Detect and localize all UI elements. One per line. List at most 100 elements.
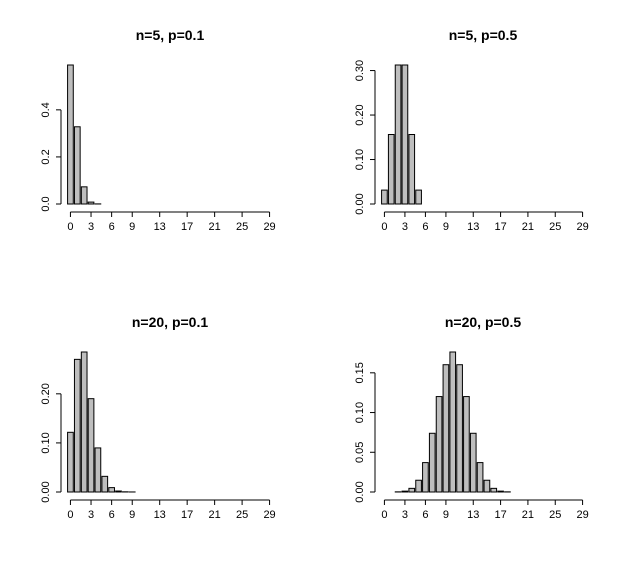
x-tick-label: 29 xyxy=(576,221,588,233)
bar xyxy=(87,398,95,493)
bar-series xyxy=(394,351,511,493)
x-tick-label: 13 xyxy=(154,509,166,521)
x-tick-label: 17 xyxy=(181,221,193,233)
x-tick-label: 3 xyxy=(402,221,408,233)
x-axis: 0 3 6 9 13 17 21 25 29 xyxy=(67,211,276,233)
bar-series xyxy=(67,351,136,493)
panel-top-right: n=5, p=0.5 0 3 6 9 13 17 21 25 29 0.00 0.10 0.20 0.3… xyxy=(354,27,589,233)
panel-title: n=5, p=0.1 xyxy=(136,27,205,43)
x-tick-label: 6 xyxy=(422,221,428,233)
y-tick-label: 0.05 xyxy=(354,442,366,463)
bar xyxy=(73,358,81,493)
x-tick-label: 29 xyxy=(263,509,275,521)
x-tick-label: 13 xyxy=(154,221,166,233)
bar xyxy=(94,447,102,493)
y-axis: 0.00 0.10 0.20 0.30 xyxy=(354,60,376,215)
x-tick-label: 0 xyxy=(67,509,73,521)
y-tick-label: 0.10 xyxy=(40,432,52,453)
y-tick-label: 0.10 xyxy=(354,149,366,170)
bar xyxy=(108,487,115,493)
x-tick-label: 0 xyxy=(381,509,387,521)
bar xyxy=(422,462,429,493)
y-tick-label: 0.20 xyxy=(40,383,52,404)
bar xyxy=(415,189,422,205)
bar xyxy=(73,126,81,205)
x-tick-label: 29 xyxy=(263,221,275,233)
x-tick-label: 29 xyxy=(576,509,588,521)
panel-bottom-right: n=20, p=0.5 0 3 6 9 13 17 21 25 290.000.050.100.… xyxy=(354,314,589,521)
x-tick-label: 3 xyxy=(88,509,94,521)
x-tick-label: 6 xyxy=(109,509,115,521)
x-tick-label: 3 xyxy=(402,509,408,521)
bar xyxy=(381,189,388,205)
bar xyxy=(442,364,450,493)
bar xyxy=(449,351,457,493)
bar xyxy=(476,462,484,493)
bar-series xyxy=(67,64,102,205)
bar xyxy=(415,479,422,493)
x-tick-label: 21 xyxy=(209,509,221,521)
y-tick-label: 0.15 xyxy=(354,362,366,383)
y-axis: 0.00 0.10 0.20 xyxy=(40,383,62,503)
bar xyxy=(80,186,88,205)
x-tick-label: 0 xyxy=(381,221,387,233)
panel-title: n=5, p=0.5 xyxy=(449,27,518,43)
y-tick-label: 0.00 xyxy=(354,481,366,502)
x-tick-label: 21 xyxy=(522,221,534,233)
bar xyxy=(408,134,416,205)
x-tick-label: 25 xyxy=(549,509,561,521)
x-tick-label: 17 xyxy=(494,221,506,233)
x-tick-label: 9 xyxy=(443,509,449,521)
y-tick-label: 0.30 xyxy=(354,60,366,81)
bar xyxy=(456,364,463,493)
bar xyxy=(469,432,477,493)
x-tick-label: 3 xyxy=(88,221,94,233)
x-tick-label: 6 xyxy=(109,221,115,233)
bar xyxy=(115,490,122,493)
x-tick-label: 0 xyxy=(67,221,73,233)
x-tick-label: 17 xyxy=(181,509,193,521)
x-tick-label: 6 xyxy=(422,509,428,521)
x-tick-label: 17 xyxy=(494,509,506,521)
bar xyxy=(80,351,88,493)
bar xyxy=(408,487,416,493)
x-tick-label: 13 xyxy=(467,221,479,233)
bar xyxy=(497,490,504,493)
x-tick-label: 25 xyxy=(236,509,248,521)
bar xyxy=(67,64,74,205)
bar xyxy=(428,432,436,493)
panel-bottom-left: n=20, p=0.1 0 3 6 9 13 17 21 25 29 0.00 0.10 0.20 xyxy=(40,314,276,521)
x-tick-label: 9 xyxy=(443,221,449,233)
y-tick-label: 0.00 xyxy=(40,481,52,502)
bar xyxy=(435,396,443,493)
bar xyxy=(401,490,409,493)
y-tick-label: 0.2 xyxy=(40,149,52,164)
y-tick-label: 0.00 xyxy=(354,193,366,214)
bar xyxy=(401,64,409,205)
y-axis: 0.00 0.05 0.10 0.15 xyxy=(354,362,376,503)
bar xyxy=(483,479,491,493)
x-tick-label: 21 xyxy=(522,509,534,521)
bar xyxy=(101,475,109,493)
x-axis: 0 3 6 9 13 17 21 25 29 xyxy=(381,211,589,233)
bar xyxy=(67,431,74,493)
bar xyxy=(387,134,395,205)
x-tick-label: 9 xyxy=(129,509,135,521)
x-tick-label: 25 xyxy=(236,221,248,233)
x-axis: 0 3 6 9 13 17 21 25 29 xyxy=(381,499,589,521)
y-axis: 0.0 0.2 0.4 xyxy=(40,102,62,212)
bar xyxy=(87,201,95,205)
bar xyxy=(463,396,470,493)
panel-title: n=20, p=0.5 xyxy=(445,314,521,330)
x-tick-label: 25 xyxy=(549,221,561,233)
y-tick-label: 0.0 xyxy=(40,196,52,211)
bar xyxy=(490,487,498,493)
x-axis: 0 3 6 9 13 17 21 25 29 xyxy=(67,499,276,521)
y-tick-label: 0.10 xyxy=(354,402,366,423)
x-tick-label: 13 xyxy=(467,509,479,521)
x-tick-label: 21 xyxy=(209,221,221,233)
y-tick-label: 0.20 xyxy=(354,104,366,125)
x-tick-label: 9 xyxy=(129,221,135,233)
bar xyxy=(394,64,402,205)
